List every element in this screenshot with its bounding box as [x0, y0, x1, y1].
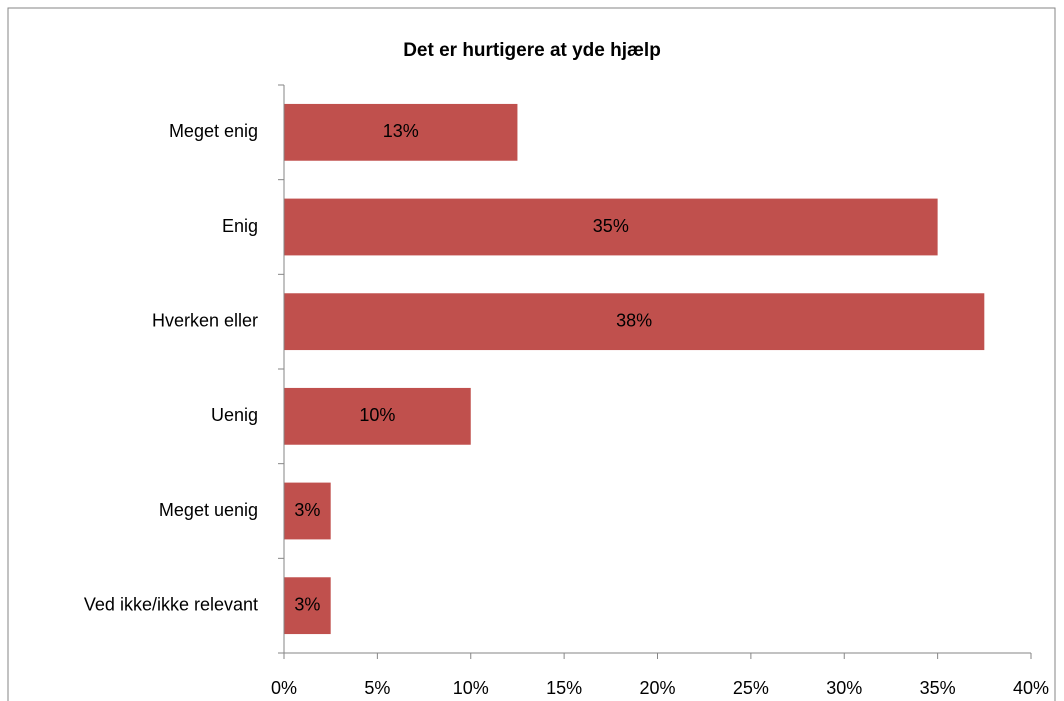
- y-tick-label: Hverken eller: [152, 310, 258, 330]
- x-tick-label: 5%: [364, 678, 390, 698]
- x-tick-label: 20%: [639, 678, 675, 698]
- y-tick-label: Meget uenig: [159, 500, 258, 520]
- bar: [284, 387, 471, 445]
- x-tick-label: 30%: [826, 678, 862, 698]
- bar: [284, 198, 938, 256]
- data-label: 10%: [359, 405, 395, 425]
- data-label: 13%: [383, 121, 419, 141]
- data-label: 35%: [593, 216, 629, 236]
- bar: [284, 293, 985, 351]
- bar: [284, 577, 331, 635]
- y-tick-label: Ved ikke/ikke relevant: [84, 594, 258, 614]
- data-label: 3%: [294, 594, 320, 614]
- chart-title: Det er hurtigere at yde hjælp: [403, 40, 661, 61]
- y-tick-label: Meget enig: [169, 121, 258, 141]
- data-label: 3%: [294, 500, 320, 520]
- x-tick-label: 15%: [546, 678, 582, 698]
- chart-frame: [7, 7, 1056, 701]
- x-tick-label: 40%: [1013, 678, 1049, 698]
- x-tick-label: 25%: [733, 678, 769, 698]
- y-tick-label: Enig: [222, 216, 258, 236]
- bar: [284, 482, 331, 540]
- x-tick-label: 10%: [453, 678, 489, 698]
- data-label: 38%: [616, 310, 652, 330]
- y-tick-label: Uenig: [211, 405, 258, 425]
- bar: [284, 103, 518, 161]
- x-tick-label: 0%: [271, 678, 297, 698]
- x-tick-label: 35%: [920, 678, 956, 698]
